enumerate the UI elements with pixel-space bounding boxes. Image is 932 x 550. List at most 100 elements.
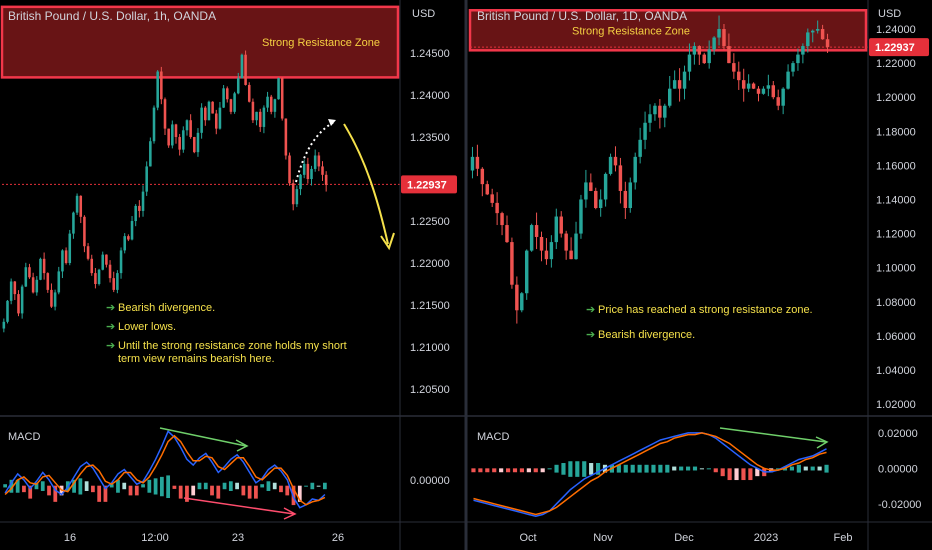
macd-histogram-bar	[554, 464, 559, 473]
macd-histogram-bar	[228, 481, 233, 491]
macd-histogram-bar	[22, 485, 26, 493]
macd-histogram-bar	[178, 485, 183, 499]
x-tick-label: 23	[232, 532, 244, 544]
candle-body	[554, 216, 559, 243]
y-tick-label: 1.10000	[876, 263, 916, 275]
candle-body	[584, 182, 588, 200]
note-bullet-icon: ➔	[106, 340, 115, 352]
candle-body	[57, 271, 61, 293]
candle-body	[94, 273, 97, 285]
candle-body	[766, 85, 771, 89]
candle-body	[682, 71, 687, 89]
candle-body	[791, 63, 795, 72]
macd-histogram-bar	[699, 468, 704, 470]
right-currency-label: USD	[878, 8, 901, 20]
candle-body	[569, 250, 573, 260]
candle-body	[524, 250, 529, 294]
candle-body	[90, 258, 94, 274]
note-text: Bearish divergence.	[598, 329, 695, 341]
candle-body	[781, 88, 785, 106]
left-macd-divergence-arrowhead	[235, 439, 249, 452]
candle-body	[295, 189, 299, 205]
left-projection-arrowhead	[380, 232, 395, 251]
macd-histogram-bar	[499, 468, 504, 473]
macd-histogram-bar	[644, 464, 649, 473]
macd-histogram-bar	[72, 479, 76, 493]
x-tick-label: Dec	[674, 532, 694, 544]
candle-body	[269, 96, 273, 112]
note-bullet-icon: ➔	[106, 321, 115, 333]
left-candles	[2, 50, 328, 333]
candle-body	[171, 124, 174, 146]
candle-body	[130, 221, 134, 240]
macd-histogram-bar	[210, 485, 214, 496]
y-tick-label: 1.06000	[876, 331, 916, 343]
candle-body	[321, 166, 324, 175]
candle-body	[756, 88, 761, 94]
candle-body	[9, 281, 13, 301]
x-tick-label: 12:00	[141, 532, 169, 544]
x-tick-label: 16	[64, 532, 76, 544]
candle-body	[618, 165, 623, 191]
candle-body	[815, 29, 820, 31]
macd-histogram-bar	[803, 466, 808, 471]
y-tick-label: 1.02000	[876, 399, 916, 411]
candle-body	[39, 258, 42, 280]
candle-body	[174, 124, 178, 138]
candle-body	[623, 190, 628, 208]
candle-body	[251, 101, 255, 121]
macd-histogram-bar	[134, 485, 139, 496]
candle-body	[668, 88, 672, 106]
y-tick-label: 1.22000	[876, 58, 916, 70]
candle-body	[127, 236, 130, 240]
macd-histogram-bar	[540, 468, 545, 473]
candle-body	[751, 83, 756, 89]
candle-body	[204, 107, 207, 121]
macd-histogram-bar	[755, 468, 760, 477]
macd-histogram-bar	[172, 485, 177, 489]
macd-histogram-bar	[623, 464, 628, 473]
macd-histogram-bar	[109, 484, 114, 488]
candle-body	[123, 236, 126, 251]
candle-body	[589, 182, 593, 191]
left-signal-line	[4, 434, 326, 506]
candle-body	[211, 101, 214, 114]
candle-body	[24, 267, 28, 287]
candle-body	[79, 195, 83, 217]
candle-body	[500, 213, 504, 226]
candle-body	[746, 83, 751, 89]
y-tick-label: 1.12000	[876, 229, 916, 241]
candle-body	[160, 71, 163, 100]
macd-histogram-bar	[159, 476, 164, 497]
candle-body	[284, 118, 288, 156]
macd-histogram-bar	[796, 464, 801, 473]
macd-histogram-bar	[776, 468, 781, 470]
candle-body	[207, 101, 211, 121]
left-macd-panel: MACD 0.00000	[3, 427, 450, 520]
macd-histogram-bar	[260, 484, 265, 488]
candle-body	[68, 233, 72, 264]
candle-body	[218, 107, 222, 129]
candle-body	[236, 78, 240, 94]
macd-histogram-bar	[692, 466, 698, 471]
macd-histogram-bar	[810, 466, 815, 471]
candle-body	[145, 166, 148, 192]
right-chart-title: British Pound / U.S. Dollar, 1D, OANDA	[477, 9, 687, 23]
candle-body	[722, 29, 726, 47]
candle-body	[608, 156, 613, 174]
macd-histogram-bar	[512, 468, 518, 473]
macd-histogram-bar	[582, 461, 587, 477]
macd-histogram-bar	[266, 481, 271, 491]
candle-body	[485, 184, 489, 195]
y-tick-label: 1.24000	[410, 90, 450, 102]
candle-body	[112, 278, 116, 290]
right-signal-line	[473, 432, 827, 516]
candle-body	[288, 155, 291, 184]
candle-body	[505, 225, 509, 243]
right-chart-panel: Strong Resistance Zone British Pound / U…	[468, 9, 868, 341]
candle-body	[193, 137, 196, 153]
macd-histogram-bar	[34, 482, 39, 490]
candle-body	[196, 132, 200, 153]
candle-body	[761, 88, 766, 94]
left-resistance-zone	[0, 5, 400, 79]
